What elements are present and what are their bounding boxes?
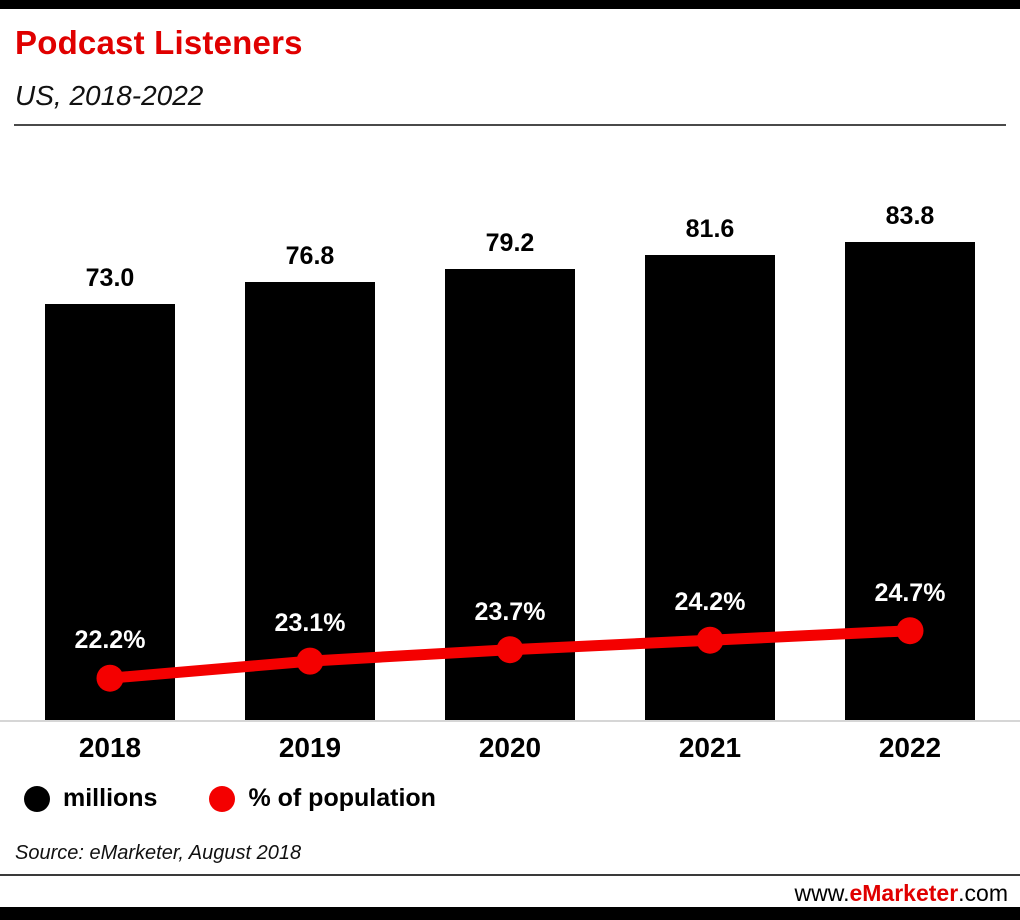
bar-value-label: 79.2 — [485, 228, 535, 257]
pct-label: 24.2% — [674, 588, 746, 617]
bar-value-label: 73.0 — [85, 263, 135, 292]
pct-label: 24.7% — [874, 578, 946, 607]
x-axis-label: 2019 — [278, 732, 342, 763]
legend: millions % of population — [24, 784, 436, 813]
footer-brand: eMarketer — [849, 880, 959, 906]
x-axis-label: 2018 — [78, 732, 142, 763]
bar — [645, 254, 775, 720]
bar-value-label: 83.8 — [885, 202, 935, 231]
pct-label: 23.7% — [474, 597, 546, 626]
source-note: Source: eMarketer, August 2018 — [15, 842, 302, 864]
x-axis-label: 2021 — [678, 732, 742, 763]
bar — [45, 303, 175, 720]
footer-url: www.eMarketer.com — [795, 880, 1008, 907]
footer-divider — [0, 874, 1020, 876]
footer-www: www. — [794, 880, 850, 906]
pct-label: 23.1% — [274, 609, 346, 638]
legend-swatch-icon — [209, 785, 236, 812]
pct-label: 22.2% — [74, 626, 146, 655]
legend-label: % of population — [248, 784, 436, 812]
header-divider — [14, 124, 1006, 126]
legend-item: % of population — [209, 784, 436, 813]
x-axis-label: 2022 — [878, 732, 942, 763]
legend-item: millions — [24, 784, 157, 813]
bottom-bar — [0, 907, 1020, 920]
footer-com: .com — [958, 880, 1008, 906]
x-axis-label: 2020 — [478, 732, 542, 763]
bar — [245, 282, 375, 720]
legend-swatch-icon — [24, 785, 50, 812]
bar-value-label: 76.8 — [285, 242, 335, 271]
bar — [445, 268, 575, 720]
bar-value-label: 81.6 — [685, 214, 735, 243]
chart-title: Podcast Listeners — [15, 24, 303, 61]
plot-area: 73.0 2018 76.8 2019 79.2 2020 81.6 2021 83.8 2022… — [0, 150, 1020, 763]
legend-label: millions — [63, 784, 158, 812]
chart-subtitle: US, 2018-2022 — [15, 80, 204, 111]
bar — [845, 242, 975, 720]
top-bar — [0, 0, 1020, 9]
